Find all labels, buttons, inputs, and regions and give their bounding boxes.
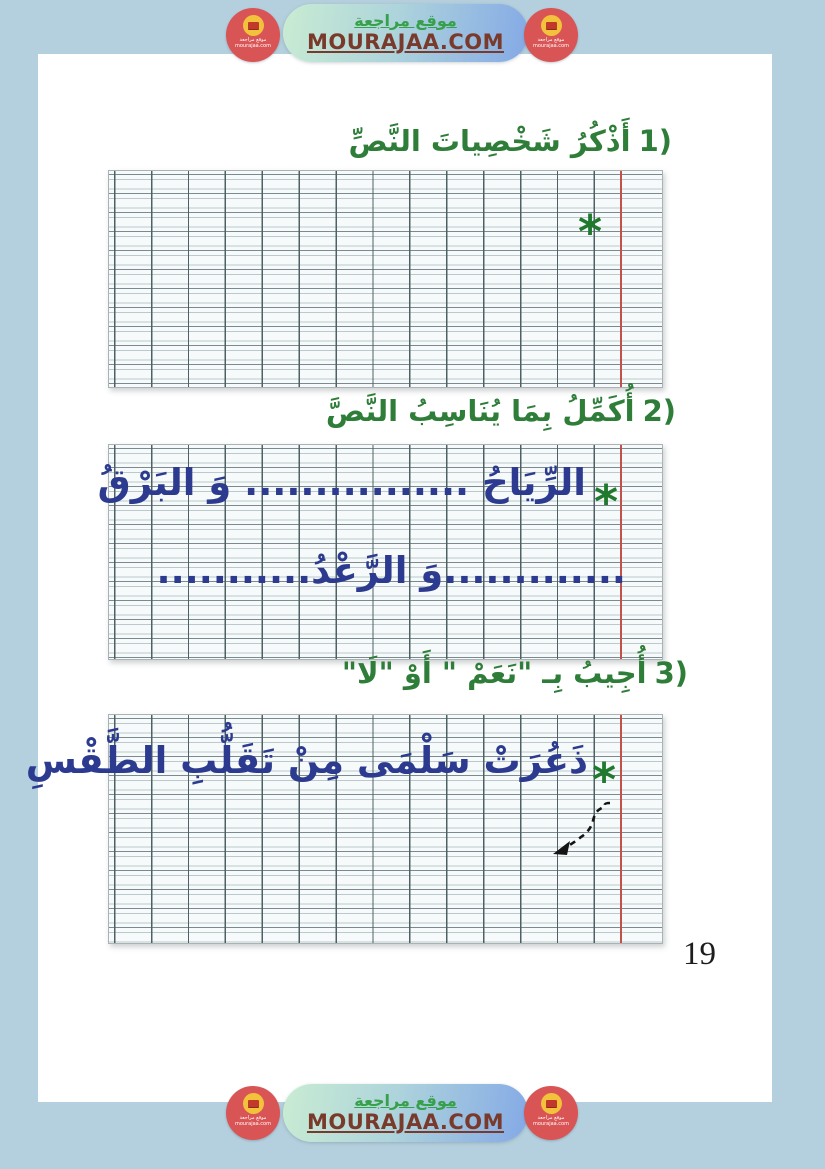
logo-text-domain: mourajaa.com [234, 1121, 271, 1127]
site-name-arabic: موقع مراجعة [354, 10, 457, 30]
fill-in-line-1: الرِّيَاحُ ................ وَ البَرْقُ [97, 461, 586, 504]
question-1-heading: 1) أَذْكُرُ شَخْصِياتَ النَّصِّ [349, 124, 672, 158]
logo-text-domain: mourajaa.com [532, 43, 569, 49]
header-banner: موقع مراجعة MOURAJAA.COM [283, 4, 528, 62]
logo-text-domain: mourajaa.com [234, 43, 271, 49]
asterisk-marker: * [577, 205, 602, 259]
logo-text-arabic: موقع مراجعة [239, 1115, 267, 1121]
yes-no-sentence: ذَعُرَتْ سَلْمَى مِنْ تَقَلُّبِ الطَّقْس… [25, 739, 588, 782]
answer-area-2: * الرِّيَاحُ ................ وَ البَرْق… [98, 444, 663, 660]
logo-text-arabic: موقع مراجعة [537, 1115, 565, 1121]
site-logo-icon: موقع مراجعة mourajaa.com [524, 1086, 578, 1140]
site-domain: MOURAJAA.COM [306, 30, 505, 55]
book-icon [540, 15, 562, 36]
question-3-heading: 3) أُجِيبُ بِـ "نَعَمْ " أَوْ "لَا" [342, 656, 688, 690]
question-1-number: 1) [638, 124, 672, 158]
site-logo-icon: موقع مراجعة mourajaa.com [226, 8, 280, 62]
asterisk-marker: * [591, 753, 616, 807]
site-domain: MOURAJAA.COM [306, 1110, 505, 1135]
site-logo-icon: موقع مراجعة mourajaa.com [226, 1086, 280, 1140]
dashed-arrow-icon [553, 801, 611, 855]
answer-area-1: * [108, 170, 663, 388]
logo-text-domain: mourajaa.com [532, 1121, 569, 1127]
book-icon [540, 1093, 562, 1114]
book-icon [242, 1093, 264, 1114]
fill-in-line-2: .............وَ الرَّعْدُ........... [156, 549, 626, 592]
question-1-text: أَذْكُرُ شَخْصِياتَ النَّصِّ [348, 124, 631, 158]
site-logo-icon: موقع مراجعة mourajaa.com [524, 8, 578, 62]
question-2-text: أُكَمِّلُ بِمَا يُنَاسِبُ النَّصَّ [325, 394, 635, 428]
answer-area-3: * ذَعُرَتْ سَلْمَى مِنْ تَقَلُّبِ الطَّق… [26, 714, 663, 944]
asterisk-marker: * [593, 475, 618, 529]
question-2-number: 2) [642, 394, 676, 428]
logo-text-arabic: موقع مراجعة [537, 37, 565, 43]
question-3-text: أُجِيبُ بِـ "نَعَمْ " أَوْ "لَا" [341, 656, 647, 690]
question-3-number: 3) [654, 656, 688, 690]
book-icon [242, 15, 264, 36]
question-2-heading: 2) أُكَمِّلُ بِمَا يُنَاسِبُ النَّصَّ [326, 394, 676, 428]
site-name-arabic: موقع مراجعة [354, 1090, 457, 1110]
logo-text-arabic: موقع مراجعة [239, 37, 267, 43]
page-number: 19 [683, 936, 716, 972]
footer-banner: موقع مراجعة MOURAJAA.COM [283, 1084, 528, 1142]
